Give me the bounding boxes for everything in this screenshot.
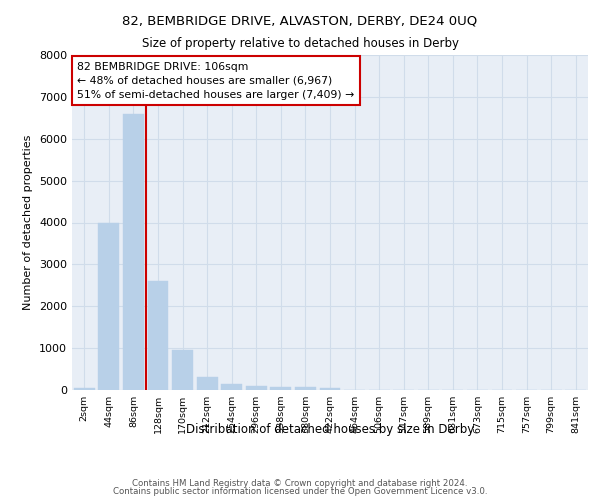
Bar	[295, 388, 316, 390]
Bar	[197, 376, 218, 390]
Text: 82, BEMBRIDGE DRIVE, ALVASTON, DERBY, DE24 0UQ: 82, BEMBRIDGE DRIVE, ALVASTON, DERBY, DE…	[122, 15, 478, 28]
Bar	[172, 350, 193, 390]
Bar	[74, 388, 95, 390]
Bar	[271, 388, 292, 390]
Text: Distribution of detached houses by size in Derby: Distribution of detached houses by size …	[186, 422, 474, 436]
Bar	[123, 114, 144, 390]
Text: Size of property relative to detached houses in Derby: Size of property relative to detached ho…	[142, 38, 458, 51]
Bar	[98, 222, 119, 390]
Text: Contains public sector information licensed under the Open Government Licence v3: Contains public sector information licen…	[113, 487, 487, 496]
Bar	[148, 281, 169, 390]
Bar	[246, 386, 267, 390]
Y-axis label: Number of detached properties: Number of detached properties	[23, 135, 34, 310]
Bar	[320, 388, 340, 390]
Bar	[221, 384, 242, 390]
Text: 82 BEMBRIDGE DRIVE: 106sqm
← 48% of detached houses are smaller (6,967)
51% of s: 82 BEMBRIDGE DRIVE: 106sqm ← 48% of deta…	[77, 62, 355, 100]
Text: Contains HM Land Registry data © Crown copyright and database right 2024.: Contains HM Land Registry data © Crown c…	[132, 478, 468, 488]
